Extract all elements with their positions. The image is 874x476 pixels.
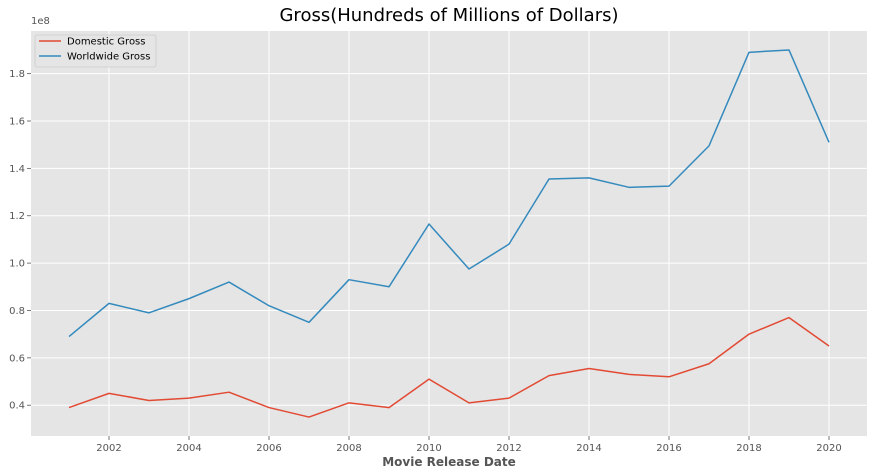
series-lines — [68, 49, 830, 418]
series-line-domestic-gross — [68, 316, 830, 418]
y-tick-label: 0.8 — [9, 306, 25, 317]
x-tick-label: 2018 — [736, 443, 761, 454]
y-tick-label: 1.2 — [9, 211, 25, 222]
y-tick-label: 0.4 — [9, 401, 25, 412]
x-tick-label: 2004 — [176, 443, 201, 454]
legend-label-domestic-gross: Domestic Gross — [67, 37, 145, 48]
x-tick-label: 2002 — [96, 443, 121, 454]
x-tick-labels: 2002 2004 2006 2008 2010 2012 2014 2016 2018 2020 — [96, 436, 842, 454]
y-tick-labels: 0.4 0.6 0.8 1.0 1.2 1.4 1.6 1.8 — [9, 69, 31, 412]
plot-background — [31, 31, 867, 436]
chart-title: Gross(Hundreds of Millions of Dollars) — [279, 5, 618, 26]
x-tick-label: 2016 — [656, 443, 681, 454]
x-tick-label: 2006 — [256, 443, 281, 454]
x-tick-label: 2010 — [416, 443, 441, 454]
y-tick-label: 1.4 — [9, 164, 25, 175]
y-tick-label: 1.8 — [9, 69, 25, 80]
x-tick-label: 2014 — [576, 443, 601, 454]
x-tick-label: 2012 — [496, 443, 521, 454]
y-axis-offset-label: 1e8 — [31, 16, 50, 27]
grid-lines — [31, 31, 867, 436]
series-line-worldwide-gross — [68, 49, 830, 338]
x-axis-label: Movie Release Date — [382, 455, 516, 469]
legend: Domestic Gross Worldwide Gross — [34, 34, 157, 68]
y-tick-label: 1.6 — [9, 117, 25, 128]
x-tick-label: 2008 — [336, 443, 361, 454]
x-tick-label: 2020 — [816, 443, 841, 454]
legend-box — [34, 34, 157, 68]
y-tick-label: 1.0 — [9, 259, 25, 270]
y-tick-label: 0.6 — [9, 353, 25, 364]
legend-label-worldwide-gross: Worldwide Gross — [67, 52, 150, 63]
